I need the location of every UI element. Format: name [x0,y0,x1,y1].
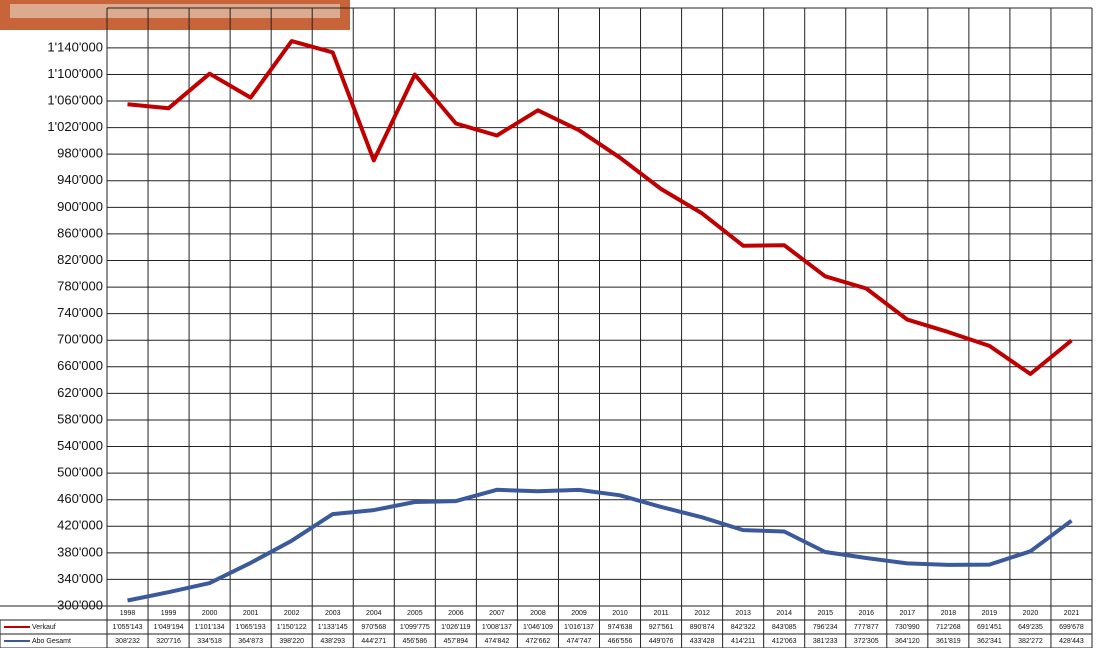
table-value: 457'894 [444,638,469,645]
table-value: 843'085 [772,624,797,631]
x-tick-label: 2000 [202,610,218,617]
table-value: 364'873 [238,638,263,645]
y-tick-label: 1'100'000 [47,66,103,81]
x-tick-label: 1999 [161,610,177,617]
table-value: 927'561 [649,624,674,631]
table-value: 382'272 [1018,638,1043,645]
y-tick-label: 340'000 [57,571,103,586]
y-tick-label: 380'000 [57,544,103,559]
x-tick-label: 2017 [900,610,916,617]
table-value: 428'443 [1059,638,1084,645]
table-value: 974'638 [608,624,633,631]
table-value: 1'026'119 [441,624,471,631]
x-tick-label: 1998 [120,610,136,617]
table-value: 381'233 [813,638,838,645]
table-value: 361'819 [936,638,961,645]
table-value: 1'008'137 [482,624,512,631]
header-image-detail [10,4,340,18]
x-tick-label: 2019 [982,610,998,617]
table-value: 466'556 [608,638,633,645]
x-tick-label: 2014 [776,610,792,617]
table-value: 308'232 [115,638,140,645]
legend-label: Verkauf [32,624,56,631]
table-value: 438'293 [320,638,345,645]
table-value: 1'099'775 [400,624,430,631]
table-value: 796'234 [813,624,838,631]
table-value: 412'063 [772,638,797,645]
y-tick-label: 860'000 [57,225,103,240]
table-value: 842'322 [731,624,756,631]
table-value: 433'428 [690,638,715,645]
x-tick-label: 2002 [284,610,300,617]
table-value: 691'451 [977,624,1002,631]
table-value: 1'065'193 [236,624,266,631]
x-tick-label: 2010 [612,610,628,617]
chart: 300'000 340'000 380'000 420'000 460'000 500'0… [0,0,1102,648]
table-value: 472'662 [526,638,551,645]
y-tick-label: 460'000 [57,491,103,506]
x-tick-label: 2006 [448,610,464,617]
x-tick-label: 2015 [817,610,833,617]
y-tick-label: 300'000 [57,597,103,612]
y-tick-label: 620'000 [57,385,103,400]
y-tick-label: 820'000 [57,252,103,267]
table-value: 1'046'109 [523,624,553,631]
table-value: 649'235 [1018,624,1043,631]
y-tick-label: 500'000 [57,465,103,480]
y-tick-label: 700'000 [57,332,103,347]
y-tick-label: 1'140'000 [47,39,103,54]
x-tick-label: 2012 [694,610,710,617]
x-tick-label: 2020 [1023,610,1039,617]
x-tick-label: 2001 [243,610,259,617]
y-tick-label: 1'060'000 [47,92,103,107]
x-tick-label: 2009 [571,610,587,617]
y-tick-label: 580'000 [57,411,103,426]
table-value: 1'101'134 [195,624,225,631]
table-value: 1'133'145 [318,624,348,631]
table-value: 398'220 [279,638,304,645]
y-tick-label: 900'000 [57,199,103,214]
x-tick-label: 2005 [407,610,423,617]
table-value: 320'716 [156,638,181,645]
x-tick-label: 2013 [735,610,751,617]
table-value: 474'842 [485,638,510,645]
table-value: 414'211 [731,638,755,645]
table-value: 1'016'137 [564,624,594,631]
x-tick-label: 2003 [325,610,341,617]
y-tick-label: 420'000 [57,518,103,533]
table-value: 712'268 [936,624,961,631]
x-tick-label: 2011 [654,610,669,617]
table-value: 364'120 [895,638,920,645]
table-value: 970'568 [361,624,386,631]
x-tick-label: 2021 [1064,610,1080,617]
x-tick-label: 2007 [489,610,505,617]
table-value: 730'990 [895,624,920,631]
x-tick-label: 2008 [530,610,546,617]
table-value: 362'341 [977,638,1002,645]
y-tick-label: 1'020'000 [47,119,103,134]
table-value: 1'055'143 [113,624,143,631]
table-value: 372'305 [854,638,879,645]
table-value: 1'049'194 [154,624,184,631]
table-value: 449'076 [649,638,674,645]
table-value: 474'747 [567,638,592,645]
table-value: 456'586 [402,638,427,645]
y-tick-label: 780'000 [57,279,103,294]
x-tick-label: 2004 [366,610,382,617]
x-tick-label: 2018 [941,610,957,617]
table-value: 699'678 [1059,624,1084,631]
table-value: 777'877 [854,624,879,631]
y-tick-label: 740'000 [57,305,103,320]
table-value: 1'150'122 [277,624,307,631]
legend-label: Abo Gesamt [32,638,71,645]
x-tick-label: 2016 [858,610,874,617]
y-tick-label: 540'000 [57,438,103,453]
y-tick-label: 660'000 [57,358,103,373]
table-value: 444'271 [361,638,386,645]
y-tick-label: 940'000 [57,172,103,187]
y-tick-label: 980'000 [57,146,103,161]
table-value: 890'874 [690,624,715,631]
table-value: 334'518 [197,638,222,645]
